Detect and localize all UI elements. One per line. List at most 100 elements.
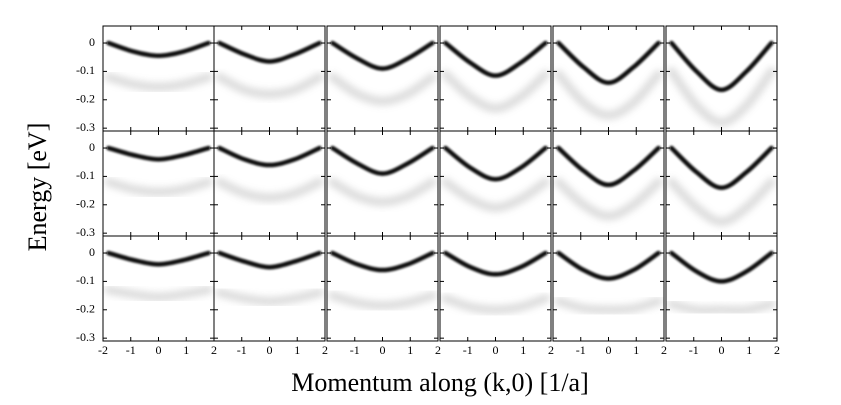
x-tick-label: 1 bbox=[183, 343, 189, 357]
x-tick-label: 0 bbox=[493, 343, 499, 357]
panel bbox=[440, 131, 551, 236]
panel bbox=[327, 131, 438, 236]
main-band bbox=[669, 40, 774, 93]
panel bbox=[553, 131, 664, 236]
main-band bbox=[443, 40, 548, 78]
y-tick-label: -0.3 bbox=[76, 120, 95, 134]
panel bbox=[327, 236, 438, 341]
main-band bbox=[669, 145, 774, 191]
y-tick-label: -0.3 bbox=[76, 225, 95, 239]
main-band bbox=[106, 145, 211, 162]
panel bbox=[103, 131, 214, 236]
y-tick-label: -0.2 bbox=[76, 92, 95, 106]
y-tick-label: -0.1 bbox=[76, 273, 95, 287]
main-band bbox=[443, 145, 548, 182]
shadow-band bbox=[554, 296, 663, 315]
shadow-band bbox=[328, 291, 437, 311]
shadow-band bbox=[215, 288, 324, 306]
x-tick-label: 1 bbox=[294, 343, 300, 357]
y-tick-label: -0.3 bbox=[76, 330, 95, 344]
x-tick-label: 2 bbox=[435, 343, 441, 357]
panel-background bbox=[440, 131, 551, 236]
panel bbox=[214, 26, 325, 131]
shadow-band bbox=[328, 72, 437, 106]
shadow-band bbox=[104, 285, 213, 302]
x-axis-label: Momentum along (k,0) [1/a] bbox=[291, 368, 589, 397]
x-tick-label: -1 bbox=[126, 343, 136, 357]
x-tick-label: -1 bbox=[689, 343, 699, 357]
panel bbox=[553, 26, 664, 131]
panel bbox=[666, 26, 777, 131]
x-tick-label: -1 bbox=[463, 343, 473, 357]
panel bbox=[327, 26, 438, 131]
x-tick-label: 1 bbox=[633, 343, 639, 357]
y-tick-label: 0 bbox=[89, 140, 95, 154]
shadow-band bbox=[215, 72, 324, 99]
main-band bbox=[330, 40, 435, 71]
panel bbox=[214, 236, 325, 341]
panel-background bbox=[214, 26, 325, 131]
main-band bbox=[217, 40, 322, 64]
shadow-band bbox=[554, 177, 663, 221]
shadow-band bbox=[441, 293, 550, 315]
panel bbox=[214, 131, 325, 236]
panel-background bbox=[327, 131, 438, 236]
y-tick-label: -0.1 bbox=[76, 168, 95, 182]
x-tick-label: 2 bbox=[211, 343, 217, 357]
shadow-band bbox=[441, 69, 550, 113]
x-tick-label: 0 bbox=[380, 343, 386, 357]
x-tick-label: 0 bbox=[267, 343, 273, 357]
panel bbox=[440, 26, 551, 131]
shadow-band bbox=[215, 177, 324, 203]
x-tick-label: 2 bbox=[661, 343, 667, 357]
panel-background bbox=[553, 236, 664, 341]
panel bbox=[103, 236, 214, 341]
x-tick-label: 1 bbox=[407, 343, 413, 357]
main-band bbox=[669, 250, 774, 284]
main-band bbox=[106, 250, 211, 267]
panel bbox=[440, 236, 551, 341]
main-band bbox=[217, 145, 322, 168]
x-tick-label: -1 bbox=[576, 343, 586, 357]
shadow-band bbox=[667, 66, 776, 127]
y-axis-label: Energy [eV] bbox=[23, 123, 52, 252]
main-band bbox=[330, 250, 435, 273]
main-band bbox=[443, 250, 548, 277]
x-tick-label: 1 bbox=[520, 343, 526, 357]
panel-background bbox=[327, 236, 438, 341]
panel-background bbox=[666, 26, 777, 131]
shadow-band bbox=[667, 177, 776, 227]
panel-background bbox=[440, 236, 551, 341]
shadow-band bbox=[104, 72, 213, 92]
shadow-band bbox=[328, 177, 437, 207]
x-tick-label: 1 bbox=[746, 343, 752, 357]
main-band bbox=[556, 250, 661, 281]
x-tick-label: 2 bbox=[322, 343, 328, 357]
panel-background bbox=[440, 26, 551, 131]
x-tick-label: 2 bbox=[774, 343, 780, 357]
main-band bbox=[556, 145, 661, 188]
y-tick-label: 0 bbox=[89, 35, 95, 49]
x-tick-label: -1 bbox=[350, 343, 360, 357]
panel bbox=[666, 131, 777, 236]
panel bbox=[553, 236, 664, 341]
main-band bbox=[217, 250, 322, 270]
y-tick-label: -0.1 bbox=[76, 63, 95, 77]
panel-background bbox=[666, 236, 777, 341]
y-tick-label: -0.2 bbox=[76, 197, 95, 211]
shadow-band bbox=[104, 177, 213, 197]
main-band bbox=[330, 145, 435, 176]
panel-background bbox=[327, 26, 438, 131]
shadow-band bbox=[441, 177, 550, 213]
panel bbox=[103, 26, 214, 131]
main-band bbox=[556, 40, 661, 86]
x-tick-label: -1 bbox=[237, 343, 247, 357]
main-band bbox=[106, 40, 211, 59]
x-tick-label: -2 bbox=[98, 343, 108, 357]
y-tick-label: 0 bbox=[89, 245, 95, 259]
shadow-band bbox=[667, 299, 776, 315]
x-tick-label: 2 bbox=[548, 343, 554, 357]
y-tick-label: -0.2 bbox=[76, 302, 95, 316]
x-tick-label: 0 bbox=[606, 343, 612, 357]
